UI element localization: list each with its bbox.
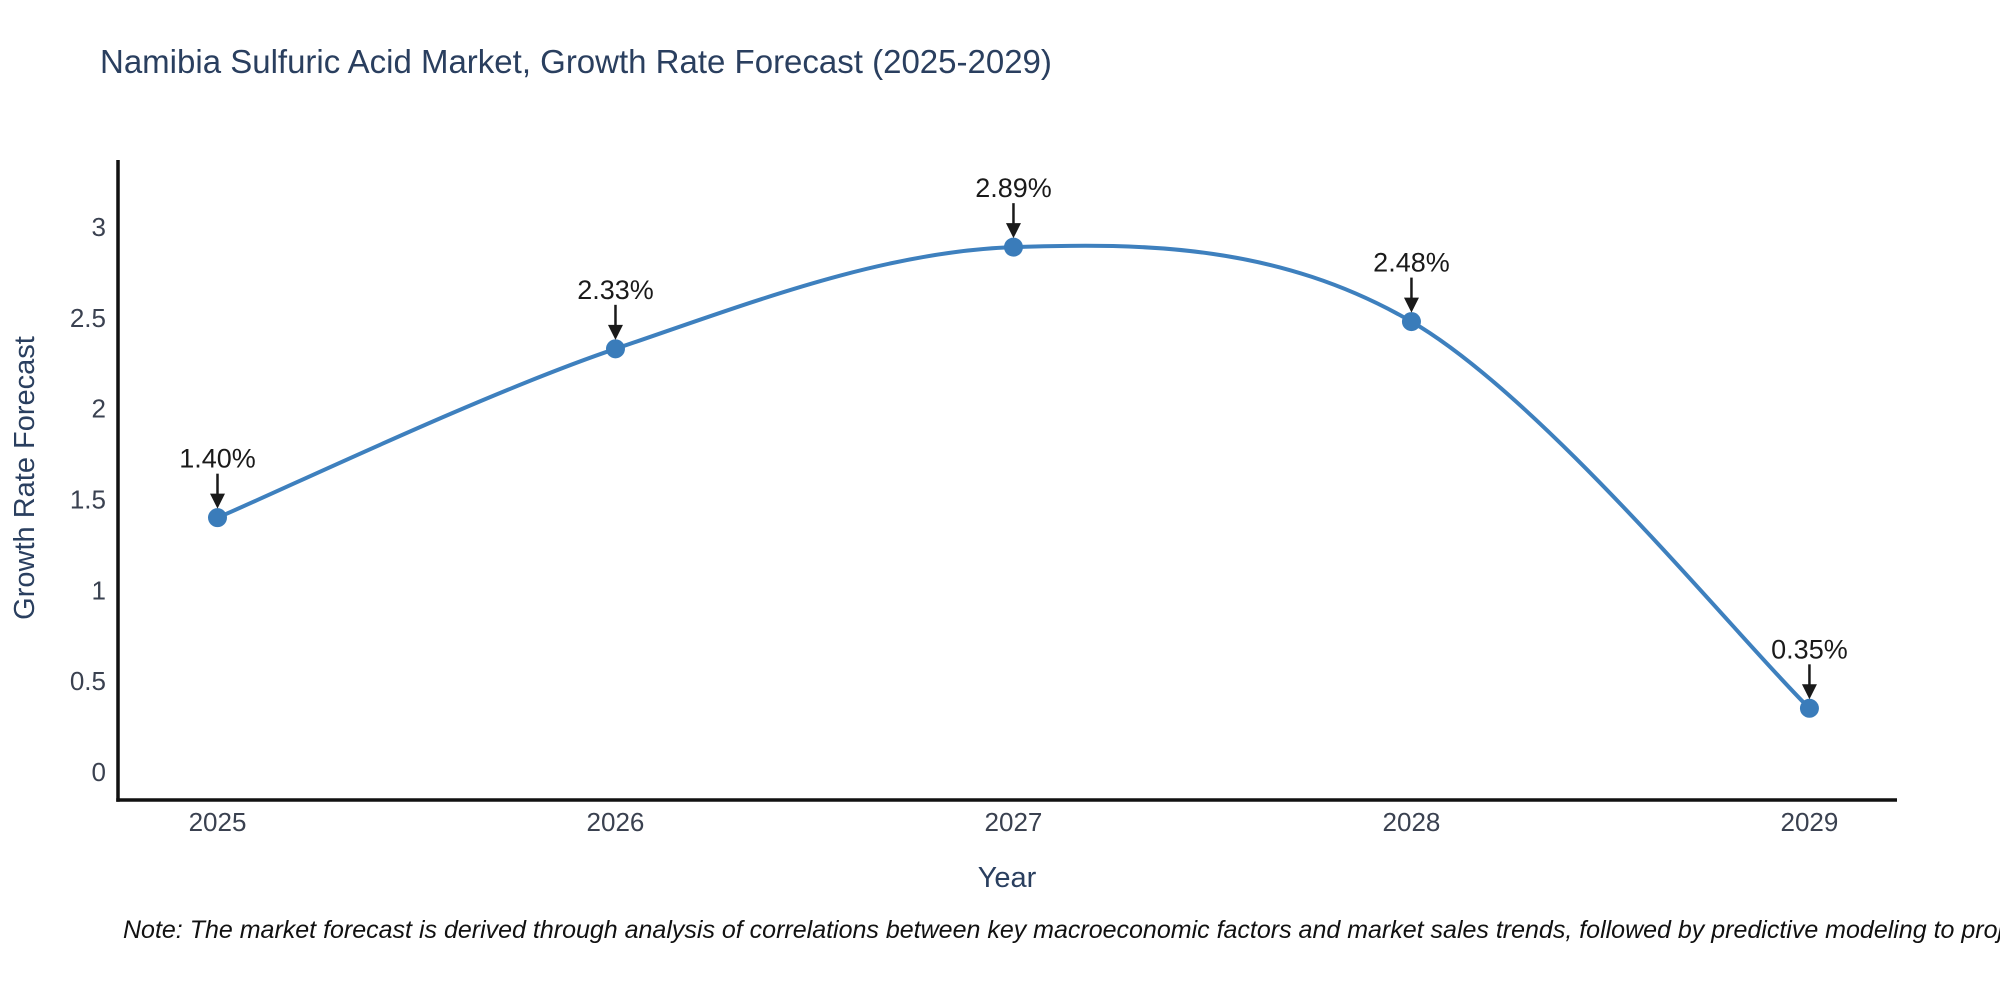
- annotation-arrowhead-icon: [209, 493, 225, 509]
- y-tick-label: 3: [92, 212, 106, 242]
- data-point-marker: [1003, 237, 1023, 257]
- data-point-marker: [605, 339, 625, 359]
- y-tick-label: 1: [92, 575, 106, 605]
- annotation-arrowhead-icon: [1403, 297, 1419, 313]
- annotation-label: 2.48%: [1373, 248, 1450, 278]
- annotation-arrowhead-icon: [607, 324, 623, 340]
- y-tick-label: 0.5: [70, 666, 106, 696]
- plot-area: 0 0.5 1 1.5 2 2.5 3 2025 2026 2027 2028 2029 1.40% 2.…: [70, 160, 1897, 837]
- x-tick-label: 2025: [189, 807, 247, 837]
- y-tick-label: 1.5: [70, 485, 106, 515]
- annotation-label: 1.40%: [179, 444, 256, 474]
- y-tick-label: 2: [92, 394, 106, 424]
- x-tick-label: 2027: [985, 807, 1043, 837]
- footnote: Note: The market forecast is derived thr…: [123, 916, 2000, 944]
- x-tick-label: 2028: [1383, 807, 1441, 837]
- series-line: [215, 243, 1812, 711]
- x-axis-title: Year: [978, 862, 1037, 894]
- data-point-marker: [207, 508, 227, 528]
- annotation-arrowhead-icon: [1801, 684, 1817, 700]
- data-point-marker: [1799, 698, 1819, 718]
- chart-title: Namibia Sulfuric Acid Market, Growth Rat…: [100, 43, 1052, 80]
- annotation-label: 2.89%: [975, 173, 1052, 203]
- annotation-arrowhead-icon: [1005, 223, 1021, 239]
- annotation-label: 0.35%: [1771, 634, 1848, 664]
- y-tick-label: 0: [92, 757, 106, 787]
- annotation-label: 2.33%: [577, 275, 654, 305]
- y-axis-title: Growth Rate Forecast: [9, 336, 41, 620]
- data-point-marker: [1401, 312, 1421, 332]
- x-tick-label: 2029: [1781, 807, 1839, 837]
- x-tick-label: 2026: [587, 807, 645, 837]
- y-tick-label: 2.5: [70, 303, 106, 333]
